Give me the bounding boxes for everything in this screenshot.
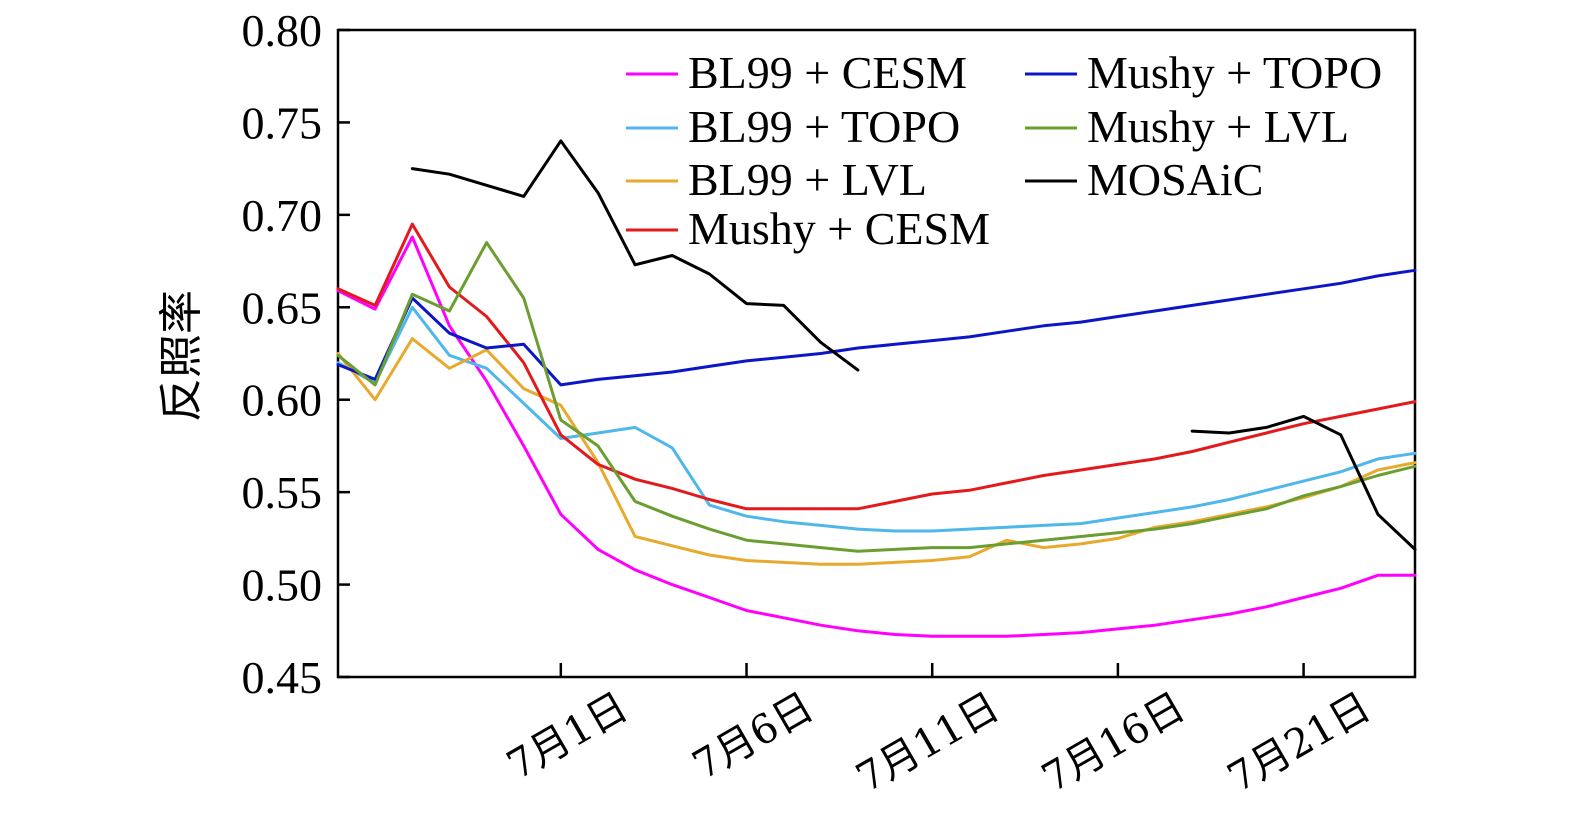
legend-item-bl99-lvl: BL99 + LVL	[626, 154, 927, 205]
series-line-mushy-lvl	[336, 241, 1417, 553]
legend-item-bl99-cesm: BL99 + CESM	[626, 47, 967, 98]
y-axis: 0.45 0.50 0.55 0.60 0.65 0.70 0.75 0.80	[242, 5, 350, 703]
legend-item-mushy-cesm: Mushy + CESM	[626, 203, 990, 254]
series-line-mushy-topo	[336, 268, 1417, 387]
y-tick-label: 0.50	[242, 560, 323, 611]
series-line-bl99-lvl	[336, 337, 1417, 566]
series-line-mushy-cesm	[336, 222, 1417, 511]
y-tick-label: 0.65	[242, 282, 323, 333]
legend-label: Mushy + LVL	[1087, 101, 1349, 152]
y-tick-label: 0.60	[242, 375, 323, 426]
y-tick-label: 0.75	[242, 97, 323, 148]
y-tick-label: 0.80	[242, 5, 323, 56]
series-line-bl99-cesm	[336, 235, 1417, 638]
legend-label: Mushy + TOPO	[1087, 47, 1382, 98]
legend-label: MOSAiC	[1087, 154, 1263, 205]
legend-item-mushy-topo: Mushy + TOPO	[1025, 47, 1382, 98]
x-tick-label: 7月6日	[685, 684, 821, 789]
x-tick-label: 7月21日	[1220, 684, 1378, 802]
legend-label: BL99 + TOPO	[688, 101, 960, 152]
y-tick-label: 0.45	[242, 652, 323, 703]
y-tick-label: 0.70	[242, 190, 323, 241]
legend-item-mosaic: MOSAiC	[1025, 154, 1263, 205]
legend-label: BL99 + CESM	[688, 47, 967, 98]
series-line-mosaic	[410, 139, 860, 372]
y-tick-label: 0.55	[242, 467, 323, 518]
x-axis: 7月1日 7月6日 7月11日 7月16日 7月21日	[499, 663, 1379, 802]
series-line-mosaic	[1190, 414, 1417, 551]
legend-item-bl99-topo: BL99 + TOPO	[626, 101, 960, 152]
y-axis-label: 反照率	[156, 290, 207, 422]
legend-label: Mushy + CESM	[688, 203, 990, 254]
x-tick-label: 7月16日	[1034, 684, 1192, 802]
legend-item-mushy-lvl: Mushy + LVL	[1025, 101, 1349, 152]
x-tick-label: 7月11日	[849, 684, 1007, 802]
series-line-bl99-topo	[336, 305, 1417, 533]
series-group	[336, 139, 1417, 638]
x-tick-label: 7月1日	[499, 684, 635, 789]
legend-label: BL99 + LVL	[688, 154, 927, 205]
